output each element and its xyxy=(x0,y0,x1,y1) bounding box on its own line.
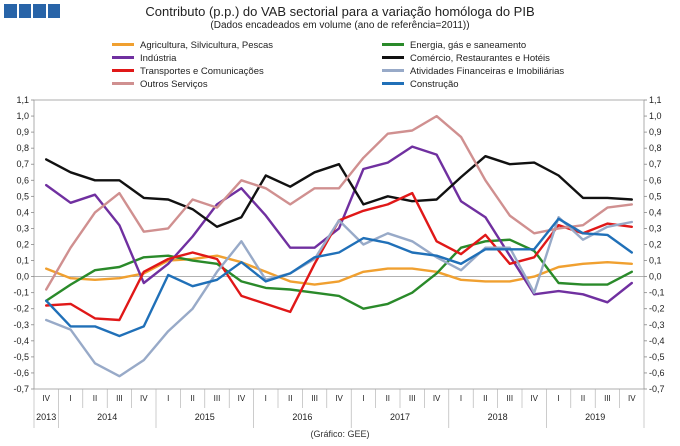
legend-swatch xyxy=(382,55,404,59)
legend-swatch xyxy=(112,81,134,85)
quarter-label: III xyxy=(506,394,513,403)
quarter-label: IV xyxy=(433,394,441,403)
quarter-label: III xyxy=(409,394,416,403)
gee-logo xyxy=(4,4,60,18)
legend-item-industria: Indústria xyxy=(112,53,176,65)
plot-frame xyxy=(33,99,645,390)
series-line-4 xyxy=(45,191,633,322)
y-tick-label-right: -0,7 xyxy=(649,384,665,394)
year-label: 2014 xyxy=(97,412,117,422)
y-tick-label-left: -0,2 xyxy=(13,304,29,314)
quarter-label: I xyxy=(460,394,462,403)
y-tick-label-left: -0,4 xyxy=(13,336,29,346)
quarter-label: I xyxy=(557,394,559,403)
y-tick-label-right: -0,4 xyxy=(649,336,665,346)
quarter-label: IV xyxy=(628,394,636,403)
y-tick-label-left: -0,6 xyxy=(13,368,29,378)
legend-swatch xyxy=(382,68,404,72)
chart-subtitle: (Dados encadeados em volume (ano de refe… xyxy=(210,20,470,31)
legend-swatch xyxy=(112,55,134,59)
quarter-label: III xyxy=(311,394,318,403)
legend-item-transportes: Transportes e Comunicações xyxy=(112,66,264,78)
year-label: 2016 xyxy=(292,412,312,422)
series-line-1 xyxy=(45,238,633,310)
quarter-label: III xyxy=(604,394,611,403)
y-tick-label-left: 0,5 xyxy=(16,191,29,201)
y-tick-label-right: 0,3 xyxy=(649,223,662,233)
y-tick-label-left: -0,7 xyxy=(13,384,29,394)
chart-title: Contributo (p.p.) do VAB sectorial para … xyxy=(145,4,535,19)
series-line-6 xyxy=(45,114,633,291)
y-tick-label-right: 1,0 xyxy=(649,111,662,121)
y-tick-label-right: 1,1 xyxy=(649,95,662,105)
quarter-label: I xyxy=(362,394,364,403)
quarter-label: IV xyxy=(530,394,538,403)
year-label: 2015 xyxy=(195,412,215,422)
year-label: 2017 xyxy=(390,412,410,422)
quarter-label: II xyxy=(483,394,487,403)
series-line-3 xyxy=(45,154,633,229)
y-tick-label-right: 0,8 xyxy=(649,143,662,153)
quarter-label: II xyxy=(190,394,194,403)
quarter-label: III xyxy=(214,394,221,403)
y-tick-label-left: -0,1 xyxy=(13,288,29,298)
y-tick-label-left: 0,2 xyxy=(16,240,29,250)
legend-swatch xyxy=(112,42,134,46)
y-tick-label-right: -0,2 xyxy=(649,304,665,314)
y-tick-label-left: 1,1 xyxy=(16,95,29,105)
quarter-label: III xyxy=(116,394,123,403)
y-tick-label-right: 0,2 xyxy=(649,240,662,250)
quarter-label: I xyxy=(167,394,169,403)
year-label: 2018 xyxy=(488,412,508,422)
series-line-7 xyxy=(45,217,633,338)
quarter-label: II xyxy=(288,394,292,403)
quarter-label: II xyxy=(581,394,585,403)
y-tick-label-right: 0,9 xyxy=(649,127,662,137)
y-tick-label-left: 0,1 xyxy=(16,256,29,266)
y-tick-label-right: 0,5 xyxy=(649,191,662,201)
quarter-label: II xyxy=(93,394,97,403)
year-label: 2019 xyxy=(585,412,605,422)
y-tick-label-left: -0,3 xyxy=(13,320,29,330)
y-tick-label-left: 0,4 xyxy=(16,207,29,217)
legend-item-agricultura: Agricultura, Silvicultura, Pescas xyxy=(112,40,273,52)
year-label: 2013 xyxy=(36,412,56,422)
quarter-label: IV xyxy=(140,394,148,403)
legend-item-energia: Energia, gás e saneamento xyxy=(382,40,526,52)
quarter-label: II xyxy=(386,394,390,403)
legend-item-outros-servicos: Outros Serviços xyxy=(112,79,208,91)
y-tick-label-right: 0,1 xyxy=(649,256,662,266)
y-tick-label-right: -0,1 xyxy=(649,288,665,298)
y-tick-label-left: 0,0 xyxy=(16,272,29,282)
quarter-label: IV xyxy=(42,394,50,403)
y-tick-label-right: 0,0 xyxy=(649,272,662,282)
y-tick-label-left: 0,8 xyxy=(16,143,29,153)
series-line-2 xyxy=(45,145,633,304)
legend-swatch xyxy=(112,68,134,72)
y-tick-label-left: 0,6 xyxy=(16,175,29,185)
legend-swatch xyxy=(382,81,404,85)
y-tick-label-left: 0,9 xyxy=(16,127,29,137)
y-tick-label-right: 0,7 xyxy=(649,159,662,169)
y-tick-label-right: -0,5 xyxy=(649,352,665,362)
quarter-label: I xyxy=(69,394,71,403)
y-tick-label-left: 1,0 xyxy=(16,111,29,121)
series-line-5 xyxy=(45,215,633,378)
y-tick-label-right: 0,6 xyxy=(649,175,662,185)
y-tick-label-left: -0,5 xyxy=(13,352,29,362)
legend-item-financeiras: Atividades Financeiras e Imobiliárias xyxy=(382,66,564,78)
quarter-label: IV xyxy=(238,394,246,403)
legend-item-construcao: Construção xyxy=(382,79,459,91)
legend-swatch xyxy=(382,42,404,46)
legend-item-comercio: Comércio, Restaurantes e Hotéis xyxy=(382,53,550,65)
quarter-label: IV xyxy=(335,394,343,403)
y-tick-label-right: -0,6 xyxy=(649,368,665,378)
y-tick-label-right: 0,4 xyxy=(649,207,662,217)
chart-source: (Gráfico: GEE) xyxy=(310,429,370,439)
quarter-label: I xyxy=(265,394,267,403)
y-tick-label-right: -0,3 xyxy=(649,320,665,330)
y-tick-label-left: 0,7 xyxy=(16,159,29,169)
y-tick-label-left: 0,3 xyxy=(16,223,29,233)
